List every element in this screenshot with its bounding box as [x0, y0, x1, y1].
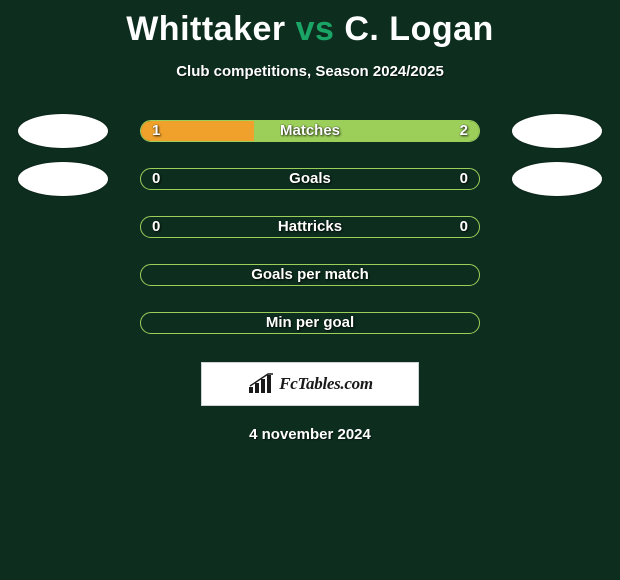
stat-label: Min per goal [0, 312, 620, 334]
stat-row-goals: 0 Goals 0 [0, 168, 620, 192]
comparison-title: Whittaker vs C. Logan [0, 0, 620, 49]
brand-card: FcTables.com [201, 362, 419, 406]
subtitle: Club competitions, Season 2024/2025 [0, 63, 620, 80]
vs-text: vs [296, 10, 335, 48]
stat-label: Hattricks [0, 216, 620, 238]
footer-date: 4 november 2024 [0, 426, 620, 443]
stat-value-right: 0 [460, 216, 468, 238]
brand-text: FcTables.com [279, 374, 373, 394]
bars-icon [247, 373, 275, 395]
stats-rows: 1 Matches 2 0 Goals 0 0 Hattricks 0 Goal… [0, 120, 620, 336]
stat-label: Goals [0, 168, 620, 190]
stat-label: Matches [0, 120, 620, 142]
player1-name: Whittaker [126, 10, 285, 48]
stat-row-matches: 1 Matches 2 [0, 120, 620, 144]
stat-value-right: 0 [460, 168, 468, 190]
stat-label: Goals per match [0, 264, 620, 286]
stat-row-hattricks: 0 Hattricks 0 [0, 216, 620, 240]
stat-row-min-per-goal: Min per goal [0, 312, 620, 336]
stat-row-goals-per-match: Goals per match [0, 264, 620, 288]
player2-name: C. Logan [344, 10, 493, 48]
stat-value-right: 2 [460, 120, 468, 142]
